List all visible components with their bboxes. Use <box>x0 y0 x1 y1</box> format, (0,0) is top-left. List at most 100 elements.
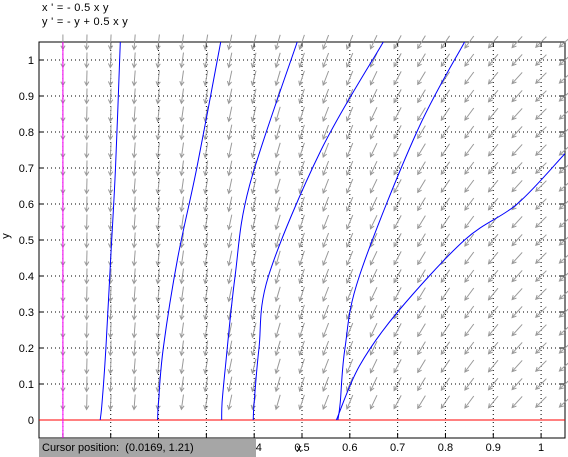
field-arrow <box>417 341 426 356</box>
field-arrow <box>226 376 233 393</box>
field-arrow <box>274 268 281 285</box>
field-arrow <box>298 358 305 375</box>
trajectory-line <box>252 42 384 421</box>
field-arrow <box>535 72 547 85</box>
field-arrow <box>298 394 305 411</box>
field-arrow <box>369 124 378 140</box>
field-arrow <box>464 53 475 67</box>
field-arrow <box>107 124 114 141</box>
field-arrow <box>417 179 426 194</box>
field-arrow <box>464 323 475 337</box>
field-arrow <box>487 125 499 139</box>
field-arrow <box>179 142 185 159</box>
field-arrow <box>107 160 114 177</box>
field-arrow <box>535 126 547 139</box>
field-arrow <box>393 395 402 410</box>
field-arrow <box>464 89 475 103</box>
field-arrow <box>226 178 233 195</box>
field-arrow <box>535 216 547 229</box>
field-arrow <box>558 236 568 246</box>
field-arrow <box>298 142 305 159</box>
field-arrow <box>203 394 209 411</box>
field-arrow <box>535 324 547 337</box>
field-arrow <box>84 88 90 105</box>
field-arrow <box>155 268 161 285</box>
field-arrow <box>535 306 547 319</box>
field-arrow <box>511 162 523 175</box>
field-arrow <box>440 269 451 284</box>
field-arrow <box>558 182 568 192</box>
field-arrow <box>84 322 90 339</box>
field-arrow <box>558 218 568 228</box>
field-arrow <box>487 107 499 121</box>
field-arrow <box>345 340 354 356</box>
field-arrow <box>131 214 137 231</box>
field-arrow <box>84 358 90 375</box>
field-arrow <box>131 196 137 213</box>
field-arrow <box>558 326 568 336</box>
field-arrow <box>417 377 426 392</box>
field-arrow <box>440 395 451 410</box>
field-arrow <box>226 232 233 249</box>
field-arrow <box>345 34 354 50</box>
field-arrow <box>179 106 185 123</box>
field-arrow <box>107 196 114 213</box>
field-arrow <box>417 287 426 302</box>
tick-label-x: 0.8 <box>438 442 453 454</box>
field-arrow <box>464 143 475 157</box>
field-arrow <box>464 107 475 121</box>
field-arrow <box>322 124 330 140</box>
field-arrow <box>511 378 523 391</box>
field-arrow <box>393 377 402 392</box>
field-arrow <box>274 250 281 267</box>
field-arrow <box>345 196 354 212</box>
tick-label-x: 0.6 <box>342 442 357 454</box>
field-arrow <box>250 52 257 69</box>
field-arrow <box>274 394 281 411</box>
field-arrow <box>84 142 90 159</box>
tick-label-x: 0.5 <box>294 442 309 454</box>
field-arrow <box>274 304 281 321</box>
field-arrow <box>558 398 568 408</box>
field-arrow <box>131 34 137 51</box>
field-arrow <box>84 124 90 141</box>
field-arrow <box>203 88 209 105</box>
field-arrow <box>345 214 354 230</box>
field-arrow <box>535 396 547 409</box>
field-arrow <box>535 90 547 103</box>
field-arrow <box>250 340 257 357</box>
field-arrow <box>369 394 378 410</box>
field-arrow <box>155 88 161 105</box>
field-arrow <box>179 214 185 231</box>
field-arrow <box>322 358 330 374</box>
trajectory-line <box>337 42 466 421</box>
field-arrow <box>322 142 330 158</box>
field-arrow <box>155 250 161 267</box>
field-arrow <box>84 196 90 213</box>
field-arrow <box>440 377 451 392</box>
field-arrow <box>203 232 209 249</box>
field-arrow <box>322 340 330 356</box>
field-arrow <box>250 232 257 249</box>
field-arrow <box>440 89 451 104</box>
field-arrow <box>393 53 402 68</box>
field-arrow <box>535 36 547 49</box>
field-arrow <box>203 268 209 285</box>
field-arrow <box>298 70 305 87</box>
field-arrow <box>369 304 378 320</box>
field-arrow <box>107 52 114 69</box>
field-arrow <box>131 358 137 375</box>
field-arrow <box>107 322 114 339</box>
field-arrow <box>298 322 305 339</box>
field-arrow <box>558 56 568 66</box>
field-arrow <box>179 340 185 357</box>
field-arrow <box>298 376 305 393</box>
field-arrow <box>322 376 330 392</box>
field-arrow <box>417 395 426 410</box>
field-arrow <box>155 34 161 51</box>
field-arrow <box>155 178 161 195</box>
field-arrow <box>511 324 523 337</box>
field-arrow <box>155 106 161 123</box>
field-arrow <box>393 35 402 50</box>
